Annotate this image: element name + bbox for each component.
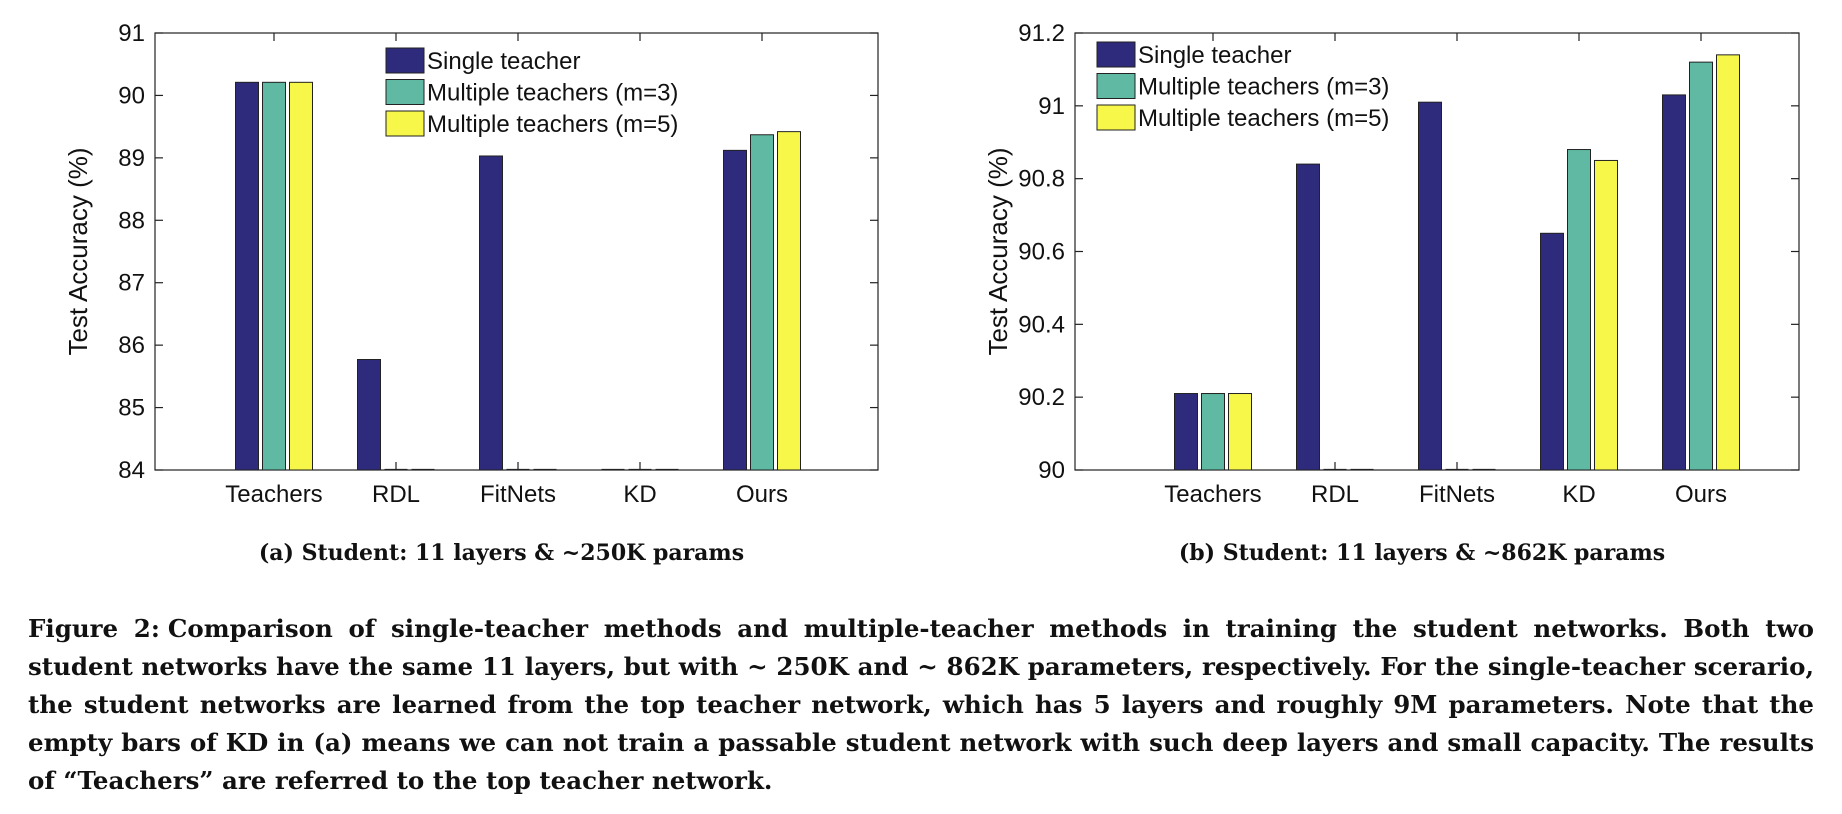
legend-label: Single teacher [427, 48, 580, 75]
bar [1594, 159, 1618, 471]
chart-b: 90 90.2 90.4 90.6 90.8 91 91.2 Test Accuracy (%… [983, 20, 1800, 508]
y-tick-label: 91.2 [1018, 20, 1065, 47]
y-tick-label: 84 [118, 457, 145, 484]
legend-swatch [1096, 41, 1136, 68]
y-tick-label: 87 [118, 270, 145, 297]
x-tick-label: RDL [372, 481, 420, 508]
x-tick-label: FitNets [1419, 481, 1495, 508]
x-tick-label: RDL [1311, 481, 1359, 508]
y-axis-label: Test Accuracy (%) [983, 147, 1013, 355]
x-tick-label: Teachers [225, 481, 322, 508]
legend-swatch [1096, 104, 1136, 131]
legend-label: Multiple teachers (m=5) [427, 111, 678, 138]
bar [1296, 163, 1320, 471]
y-tick-label: 86 [118, 332, 145, 359]
bar [1201, 393, 1225, 471]
bar [723, 149, 747, 471]
legend-swatch [385, 47, 425, 74]
figure-caption-label: Figure 2: [28, 614, 160, 643]
bar [1662, 94, 1686, 471]
y-tick-label: 89 [118, 145, 145, 172]
y-axis-label: Test Accuracy (%) [63, 147, 93, 355]
y-tick-label: 88 [118, 207, 145, 234]
bar [1174, 393, 1198, 471]
y-tick-label: 90.8 [1018, 166, 1065, 193]
y-tick-label: 91 [118, 20, 145, 47]
bar [750, 134, 774, 471]
subfigure-b-caption: (b) Student: 11 layers & ~862K params [1178, 540, 1666, 566]
bar [1418, 101, 1442, 471]
legend-swatch [385, 110, 425, 137]
legend-label: Multiple teachers (m=3) [427, 80, 678, 107]
legend: Single teacher Multiple teachers (m=3) Mul… [1096, 41, 1389, 132]
y-tick-label: 91 [1038, 93, 1065, 120]
bar [1689, 61, 1713, 471]
bar [289, 81, 313, 471]
legend-label: Multiple teachers (m=5) [1138, 105, 1389, 132]
x-tick-label: Teachers [1164, 481, 1261, 508]
x-tick-label: Ours [736, 481, 788, 508]
figure-caption-text: Comparison of single-teacher methods and… [28, 614, 1814, 795]
chart-a: 84 85 86 87 88 89 90 91 Test Accuracy (%) Teacher… [63, 20, 879, 508]
legend-swatch [1096, 73, 1136, 99]
y-tick-label: 90 [118, 82, 145, 109]
x-tick-label: KD [1562, 481, 1595, 508]
x-tick-label: KD [623, 481, 656, 508]
legend-label: Multiple teachers (m=3) [1138, 74, 1389, 101]
y-tick-label: 90.4 [1018, 311, 1065, 338]
bar [777, 131, 801, 471]
charts-canvas: 84 85 86 87 88 89 90 91 Test Accuracy (%) Teacher… [63, 20, 1800, 508]
bar [235, 81, 259, 471]
figure-caption: Figure 2: Comparison of single-teacher me… [28, 610, 1814, 800]
legend: Single teacher Multiple teachers (m=3) Mul… [385, 47, 678, 138]
bar [262, 81, 286, 471]
bar [1716, 54, 1740, 471]
bar [357, 359, 381, 471]
x-tick-label: FitNets [480, 481, 556, 508]
subfigure-a-caption: (a) Student: 11 layers & ~250K params [258, 540, 745, 566]
y-tick-label: 85 [118, 395, 145, 422]
x-tick-label: Ours [1675, 481, 1727, 508]
legend-label: Single teacher [1138, 42, 1291, 69]
bar [1228, 393, 1252, 471]
legend-swatch [385, 79, 425, 105]
y-tick-label: 90.2 [1018, 384, 1065, 411]
bar [1567, 149, 1591, 471]
bar [479, 155, 503, 471]
y-tick-label: 90.6 [1018, 239, 1065, 266]
y-tick-label: 90 [1038, 457, 1065, 484]
bar [1540, 232, 1564, 471]
